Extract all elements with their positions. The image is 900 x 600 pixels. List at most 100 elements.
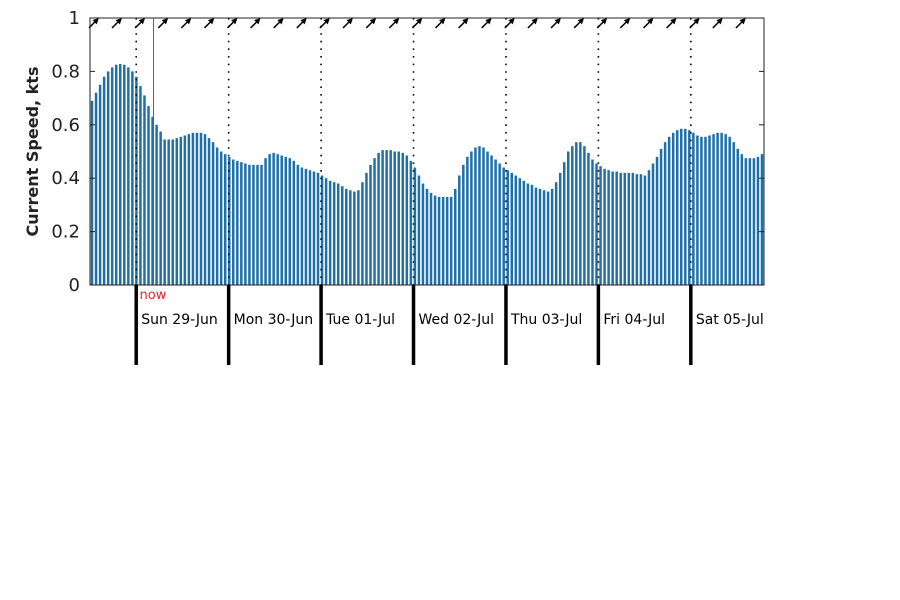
bar — [724, 134, 727, 285]
bar — [680, 128, 683, 285]
bar — [441, 196, 445, 285]
bar — [546, 191, 550, 285]
bar — [647, 170, 651, 285]
bar — [167, 139, 170, 285]
bar — [744, 158, 748, 285]
bar — [369, 164, 372, 285]
bar — [365, 172, 368, 285]
bar — [361, 182, 364, 285]
bar — [155, 124, 158, 285]
bar — [413, 167, 417, 285]
day-label: Mon 30-Jun — [234, 312, 314, 328]
bar — [542, 190, 546, 285]
plot-frame — [89, 17, 765, 286]
bar — [135, 76, 138, 286]
bar — [328, 180, 332, 285]
bar — [454, 188, 457, 285]
bar — [284, 156, 287, 285]
bar — [227, 156, 231, 285]
bar — [522, 180, 526, 285]
bar — [550, 188, 554, 285]
bar — [183, 135, 187, 285]
bar — [603, 168, 606, 285]
bar — [199, 132, 203, 285]
bar — [502, 167, 505, 285]
now-marker: now — [140, 18, 167, 303]
bar — [643, 175, 647, 285]
bar — [659, 148, 663, 285]
bar — [381, 150, 384, 285]
y-tick-label: 0 — [69, 275, 80, 296]
bar — [696, 135, 699, 285]
bar — [349, 190, 352, 285]
bar — [675, 130, 679, 285]
bar — [280, 155, 283, 285]
bar — [288, 158, 292, 285]
bar — [397, 151, 400, 285]
bar — [445, 196, 449, 285]
bar — [607, 170, 610, 285]
bar — [708, 135, 711, 285]
bar — [252, 164, 255, 285]
bar — [655, 156, 659, 285]
bar — [345, 188, 348, 285]
y-tick-label: 0.2 — [51, 222, 80, 243]
bar — [462, 164, 465, 285]
bar — [292, 160, 296, 285]
bar — [554, 182, 558, 285]
bar — [187, 134, 191, 285]
bar — [425, 188, 429, 285]
bar — [98, 84, 102, 285]
bar — [260, 164, 263, 285]
bar — [163, 139, 166, 285]
bar — [429, 192, 433, 285]
bar — [248, 164, 251, 285]
bar — [651, 163, 655, 285]
bar — [151, 116, 154, 285]
bars-layer — [90, 63, 764, 286]
bar — [131, 71, 134, 286]
bar — [470, 151, 473, 285]
bar — [591, 159, 594, 285]
bar — [494, 159, 497, 285]
bar — [571, 146, 574, 285]
bar — [700, 136, 703, 285]
bar — [268, 154, 271, 285]
bar — [308, 170, 312, 285]
bar — [692, 132, 695, 285]
bar — [631, 172, 635, 285]
bar — [748, 158, 752, 285]
bar — [534, 187, 538, 285]
bar — [316, 172, 320, 285]
day-label: Wed 02-Jul — [419, 312, 495, 328]
now-label: now — [140, 288, 167, 303]
bar — [736, 148, 740, 285]
bar — [599, 166, 602, 285]
bar — [405, 155, 409, 285]
bar — [223, 154, 227, 285]
x-axis: Sun 29-Jun Mon 30-Jun Tue 01-Jul Wed 02-Jul… — [134, 285, 764, 365]
bar — [611, 171, 614, 285]
bar — [433, 195, 437, 285]
bar — [567, 151, 570, 285]
bar — [639, 174, 643, 285]
bar — [207, 138, 211, 285]
bar — [478, 146, 481, 285]
day-label: Sun 29-Jun — [141, 312, 218, 328]
bar — [123, 64, 126, 285]
bar — [377, 152, 380, 285]
bar — [526, 183, 530, 285]
bar — [667, 136, 671, 285]
bar — [336, 183, 340, 285]
bar — [215, 147, 219, 285]
bar — [373, 158, 376, 285]
bar — [437, 196, 441, 285]
bar — [195, 132, 199, 285]
bar — [232, 159, 235, 285]
bar — [236, 160, 239, 285]
bar — [244, 163, 247, 285]
bar — [716, 132, 719, 285]
bar — [147, 106, 150, 285]
bar — [357, 190, 360, 285]
bar — [558, 172, 562, 285]
